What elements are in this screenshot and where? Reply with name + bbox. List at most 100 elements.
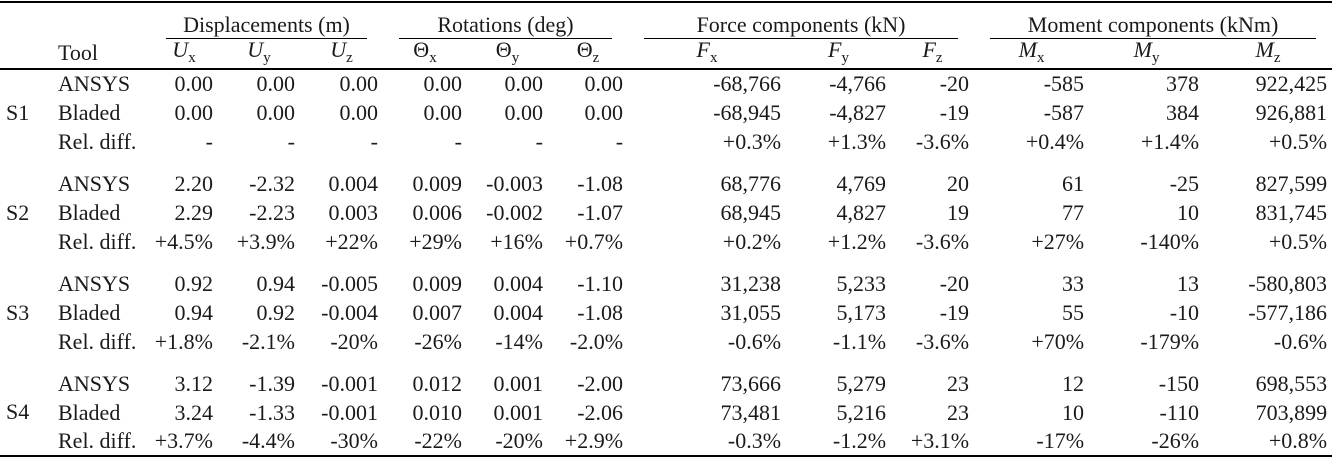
value-cell: -0.004 [321, 299, 378, 325]
value-cell: 5,279 [836, 370, 887, 396]
value-cell: -20 [939, 270, 970, 296]
value-cell: 73,481 [720, 399, 782, 425]
value-cell: +0.4% [1025, 128, 1085, 154]
value-cell: -585 [1043, 71, 1085, 96]
value-cell: 0.00 [174, 99, 214, 125]
value-cell: -17% [1036, 428, 1085, 453]
value-cell: -140% [1140, 228, 1200, 254]
value-cell: 4,769 [836, 170, 887, 196]
value-cell: 0.00 [256, 71, 296, 96]
subcol-header-u-y: Uy [218, 39, 300, 69]
tool-cell: Bladed [58, 199, 121, 225]
value-cell: +2.9% [564, 428, 624, 453]
tool-cell: Bladed [58, 399, 121, 425]
tool-cell: ANSYS [58, 270, 131, 296]
case-label-s4: S4 [6, 399, 30, 424]
value-cell: 378 [1166, 71, 1200, 96]
tool-cell: Rel. diff. [58, 428, 137, 453]
subcol-header-m-z: Mz [1204, 39, 1332, 69]
value-cell: -0.005 [321, 270, 378, 296]
value-cell: 68,776 [720, 170, 782, 196]
value-cell: +16% [490, 228, 543, 254]
value-cell: 0.00 [423, 71, 463, 96]
value-cell: +3.1% [910, 428, 970, 453]
value-cell: -3.6% [915, 128, 970, 154]
value-cell: 0.00 [584, 71, 624, 96]
value-cell: -1.10 [577, 270, 624, 296]
table-row: S2 ANSYS 2.20 -2.32 0.004 0.009 -0.003 -1.08 68,… [0, 169, 1332, 223]
group-label-displacements: Displacements (m) [183, 12, 350, 37]
value-cell: -0.003 [486, 170, 543, 196]
spacer-cell [0, 256, 1332, 269]
table-row: Rel. diff. +3.7% -4.4% -30% -22% -20% +2.9% -0.… [0, 427, 1332, 456]
value-cell: 0.001 [493, 370, 544, 396]
symbol-base: M [1133, 37, 1152, 62]
value-cell: 0.010 [412, 399, 463, 425]
value-cell: -2.00 [577, 370, 624, 396]
table-row: Rel. diff. +4.5% +3.9% +22% +29% +16% +0.7% +0.… [0, 227, 1332, 256]
value-cell: -587 [1043, 99, 1085, 125]
subcol-header-f-x: Fx [628, 39, 786, 69]
value-cell: 0.004 [493, 299, 544, 325]
value-cell: 61 [1062, 170, 1085, 196]
value-cell: 55 [1062, 299, 1085, 325]
group-header-row: Displacements (m) Rotations (deg) Force … [0, 2, 1332, 39]
symbol-subscript: z [935, 50, 943, 66]
value-cell: 12 [1062, 370, 1085, 396]
value-cell: -26% [414, 328, 462, 354]
value-cell: -577,186 [1248, 299, 1328, 325]
value-cell: 0.009 [412, 270, 463, 296]
value-cell: 0.009 [412, 170, 463, 196]
value-cell: -2.0% [569, 328, 624, 354]
symbol-subscript: y [263, 50, 271, 66]
value-cell: +0.8% [1268, 428, 1328, 453]
value-cell: 31,055 [720, 299, 782, 325]
value-cell: -1.2% [832, 428, 887, 453]
value-cell: 68,945 [720, 199, 782, 225]
value-cell: +3.9% [236, 228, 295, 254]
value-cell: 0.004 [493, 270, 544, 296]
group-label-force-components: Force components (kN) [696, 12, 906, 37]
symbol-subscript: x [188, 50, 196, 66]
value-cell: 0.00 [504, 71, 544, 96]
tool-cell: ANSYS [58, 370, 131, 396]
value-cell: -30% [330, 428, 378, 453]
value-cell: -1.33 [249, 399, 295, 425]
value-cell: 922,425 [1255, 71, 1328, 96]
tool-cell: ANSYS [58, 71, 131, 96]
value-cell: +3.7% [154, 428, 213, 453]
tool-cell: Rel. diff. [58, 328, 137, 354]
subcol-header-u-x: Ux [150, 39, 218, 69]
value-cell: 5,173 [836, 299, 887, 325]
value-cell: +0.5% [1268, 228, 1328, 254]
value-cell: -150 [1158, 370, 1200, 396]
symbol-base: U [330, 37, 347, 62]
symbol-base: U [172, 37, 189, 62]
group-label-moment-components: Moment components (kNm) [1027, 12, 1279, 37]
value-cell: -1.07 [577, 199, 624, 225]
value-cell: 23 [947, 370, 970, 396]
table-row: S4 ANSYS 3.12 -1.39 -0.001 0.012 0.001 -2.00 73,… [0, 369, 1332, 423]
value-cell: -2.32 [249, 170, 295, 196]
table-row: Bladed 0.00 0.00 0.00 0.00 0.00 0.00 -68,945 -4,… [0, 98, 1332, 127]
value-cell: 0.001 [493, 399, 544, 425]
value-cell: 0.94 [174, 299, 214, 325]
value-cell: 0.92 [174, 270, 214, 296]
tool-column-header: Tool [58, 39, 99, 65]
group-header-moment-components: Moment components (kNm) [974, 2, 1332, 39]
symbol-subscript: z [1273, 50, 1281, 66]
value-cell: -26% [1151, 428, 1200, 453]
value-cell: 33 [1062, 270, 1085, 296]
value-cell: -20% [495, 428, 543, 453]
value-cell: 0.006 [412, 199, 463, 225]
case-label-s1: S1 [6, 100, 30, 125]
value-cell: -0.001 [321, 399, 378, 425]
value-cell: -2.23 [249, 199, 295, 225]
symbol-subscript: y [841, 50, 850, 66]
table-row: Rel. diff. +1.8% -2.1% -20% -26% -14% -2.0% -0.… [0, 327, 1332, 356]
tool-cell: Bladed [58, 99, 121, 125]
value-cell: -68,945 [713, 99, 782, 125]
value-cell: 3.24 [174, 399, 214, 425]
symbol-base: M [1018, 37, 1037, 62]
table-row: Bladed 2.29 -2.23 0.003 0.006 -0.002 -1.07 68,9… [0, 198, 1332, 227]
